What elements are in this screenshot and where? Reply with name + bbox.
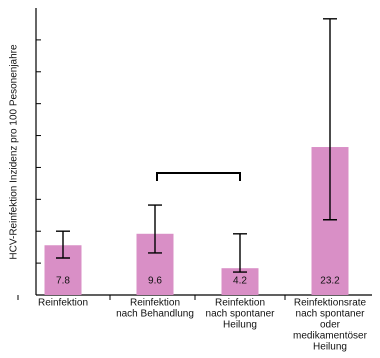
comparison-bracket [156,172,241,181]
x-tick-label: Reinfektion [130,298,180,309]
x-tick-label: nach spontaner [296,309,366,320]
x-tick-label: oder [320,320,341,331]
x-tick-label: Heilung [223,320,257,331]
x-tick-label: nach spontaner [206,309,276,320]
x-tick-label: Reinfektion [38,298,88,309]
error-bar [233,233,247,273]
x-tick-label: Reinfektionsrate [294,298,367,309]
x-tick-label: nach Behandlung [116,309,194,320]
x-tick-label: Heilung [313,342,347,353]
value-label: 9.6 [148,276,162,287]
value-label: 23.2 [320,276,340,287]
value-label: 4.2 [233,276,247,287]
error-bar [323,18,337,221]
y-axis-label: HCV-Reinfektion Inzidenz pro 100 Pesonen… [9,44,20,260]
error-bar [148,204,162,254]
value-label: 7.8 [56,276,70,287]
x-tick-label: medikamentöser [293,331,368,342]
x-tick-label: Reinfektion [215,298,265,309]
error-bar [56,230,70,259]
